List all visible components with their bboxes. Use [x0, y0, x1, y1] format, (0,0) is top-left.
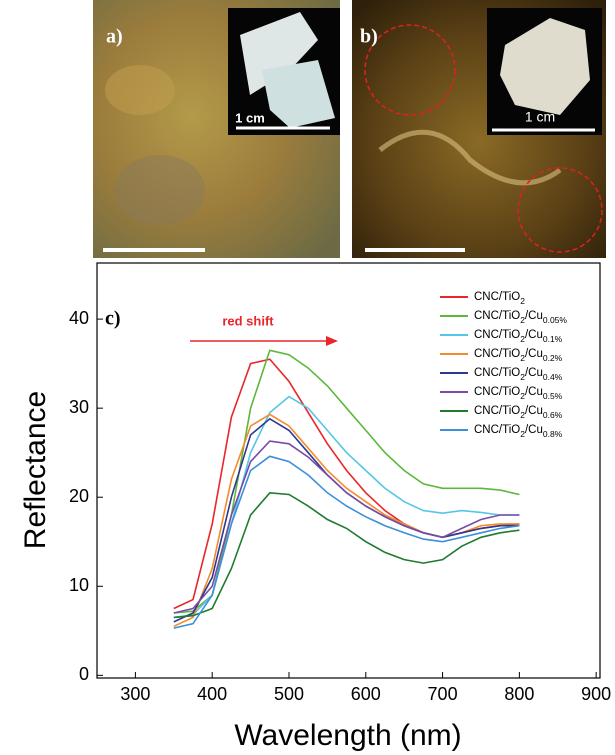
legend-label: CNC/TiO2/Cu0.5% [474, 386, 563, 401]
legend-label: CNC/TiO2/Cu0.2% [474, 348, 563, 363]
figure: a) 1 cm b) 1 cm c) red shift Reflectance… [0, 0, 615, 755]
photo-a: a) 1 cm [93, 0, 340, 258]
legend-label: CNC/TiO2/Cu0.05% [474, 310, 567, 325]
x-tick-label: 400 [197, 684, 227, 704]
x-tick-label: 900 [581, 684, 611, 704]
x-tick-label: 600 [351, 684, 381, 704]
series-line [174, 359, 520, 608]
x-tick-label: 800 [504, 684, 534, 704]
y-tick-label: 10 [69, 575, 89, 595]
x-axis-label: Wavelength (nm) [234, 719, 461, 752]
legend-label: CNC/TiO2/Cu0.4% [474, 367, 563, 382]
panel-label: c) [105, 308, 121, 330]
annotation: red shift [222, 313, 274, 328]
x-tick-label: 700 [428, 684, 458, 704]
y-tick-label: 20 [69, 486, 89, 506]
series-line [174, 350, 520, 613]
photo-b: b) 1 cm [352, 0, 606, 258]
legend-label: CNC/TiO2/Cu0.1% [474, 329, 563, 344]
y-axis-label: Reflectance [19, 391, 52, 549]
plot-frame [97, 263, 600, 678]
scale-label: 1 cm [525, 109, 555, 125]
legend-label: CNC/TiO2/Cu0.6% [474, 405, 563, 420]
panel-label: a) [106, 26, 123, 48]
scale-label: 1 cm [235, 110, 265, 125]
y-tick-label: 30 [69, 397, 89, 417]
x-tick-label: 500 [274, 684, 304, 704]
y-tick-label: 0 [79, 664, 89, 684]
series-line [174, 441, 520, 613]
y-tick-label: 40 [69, 308, 89, 328]
arrow-head [326, 336, 338, 346]
legend-label: CNC/TiO2 [474, 291, 525, 306]
legend-label: CNC/TiO2/Cu0.8% [474, 424, 563, 439]
x-tick-label: 300 [120, 684, 150, 704]
panel-label: b) [360, 26, 378, 48]
